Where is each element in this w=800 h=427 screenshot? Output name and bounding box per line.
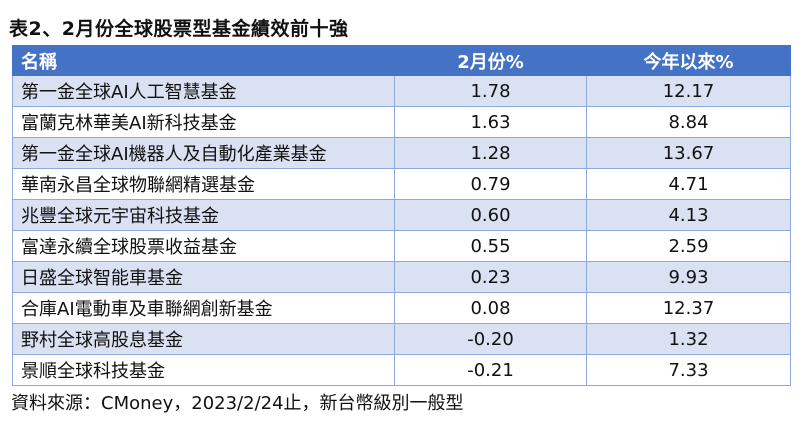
ytd-return-cell: 2.59 [586,230,791,262]
fund-performance-table: 名稱 2月份% 今年以來% 第一金全球AI人工智慧基金 1.78 12.17 富… [12,45,791,386]
column-header-ytd-return: 今年以來% [586,45,791,76]
fund-name-cell: 富蘭克林華美AI新科技基金 [12,106,395,138]
table-row: 富達永續全球股票收益基金 0.55 2.59 [12,230,791,262]
fund-name-cell: 兆豐全球元宇宙科技基金 [12,199,395,231]
fund-name-cell: 華南永昌全球物聯網精選基金 [12,168,395,200]
ytd-return-cell: 4.13 [586,199,791,231]
table-row: 華南永昌全球物聯網精選基金 0.79 4.71 [12,168,791,200]
ytd-return-cell: 7.33 [586,354,791,386]
table-row: 第一金全球AI機器人及自動化產業基金 1.28 13.67 [12,137,791,169]
table-title: 表2、2月份全球股票型基金績效前十強 [9,18,349,40]
table-row: 富蘭克林華美AI新科技基金 1.63 8.84 [12,106,791,138]
ytd-return-cell: 8.84 [586,106,791,138]
feb-return-cell: 0.08 [394,292,587,324]
fund-name-cell: 第一金全球AI機器人及自動化產業基金 [12,137,395,169]
fund-name-cell: 合庫AI電動車及車聯網創新基金 [12,292,395,324]
feb-return-cell: 0.79 [394,168,587,200]
ytd-return-cell: 4.71 [586,168,791,200]
fund-name-cell: 景順全球科技基金 [12,354,395,386]
table-row: 第一金全球AI人工智慧基金 1.78 12.17 [12,75,791,107]
fund-name-cell: 第一金全球AI人工智慧基金 [12,75,395,107]
table-row: 野村全球高股息基金 -0.20 1.32 [12,323,791,355]
feb-return-cell: 0.55 [394,230,587,262]
fund-name-cell: 富達永續全球股票收益基金 [12,230,395,262]
table-row: 日盛全球智能車基金 0.23 9.93 [12,261,791,293]
feb-return-cell: 0.60 [394,199,587,231]
feb-return-cell: -0.21 [394,354,587,386]
column-header-feb-return: 2月份% [394,45,587,76]
ytd-return-cell: 1.32 [586,323,791,355]
table-row: 兆豐全球元宇宙科技基金 0.60 4.13 [12,199,791,231]
ytd-return-cell: 9.93 [586,261,791,293]
feb-return-cell: 1.78 [394,75,587,107]
ytd-return-cell: 12.17 [586,75,791,107]
fund-name-cell: 野村全球高股息基金 [12,323,395,355]
table-row: 景順全球科技基金 -0.21 7.33 [12,354,791,386]
table-header-row: 名稱 2月份% 今年以來% [12,45,791,76]
column-header-name: 名稱 [12,45,395,76]
fund-name-cell: 日盛全球智能車基金 [12,261,395,293]
table-row: 合庫AI電動車及車聯網創新基金 0.08 12.37 [12,292,791,324]
feb-return-cell: 1.28 [394,137,587,169]
ytd-return-cell: 12.37 [586,292,791,324]
feb-return-cell: 0.23 [394,261,587,293]
feb-return-cell: -0.20 [394,323,587,355]
feb-return-cell: 1.63 [394,106,587,138]
ytd-return-cell: 13.67 [586,137,791,169]
source-note: 資料來源：CMoney，2023/2/24止，新台幣級別一般型 [11,393,464,414]
